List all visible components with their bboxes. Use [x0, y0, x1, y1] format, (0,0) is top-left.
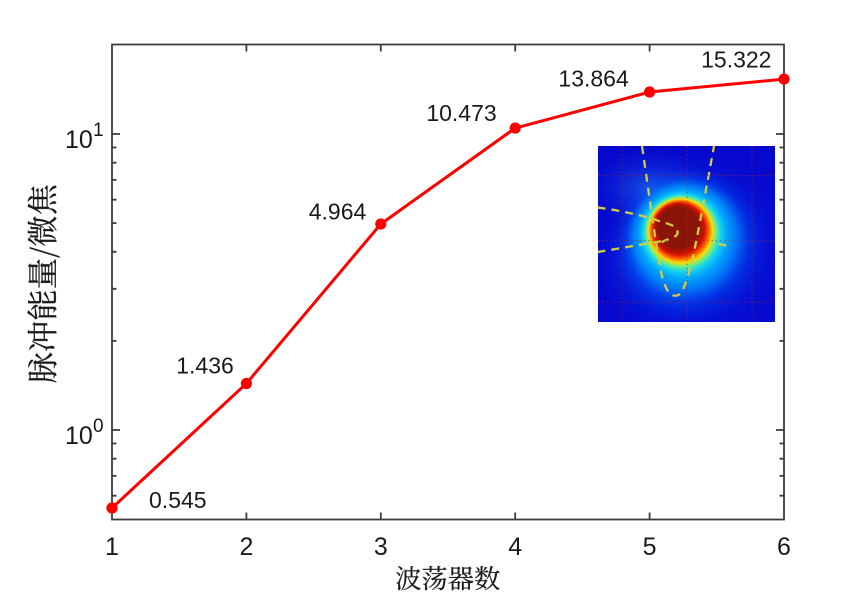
svg-text:10.473: 10.473	[426, 100, 496, 126]
svg-text:15.322: 15.322	[701, 47, 771, 73]
svg-text:1: 1	[93, 120, 104, 141]
svg-text:10: 10	[65, 126, 93, 154]
svg-text:3: 3	[374, 533, 388, 561]
svg-text:0.545: 0.545	[149, 487, 207, 513]
svg-text:2: 2	[239, 533, 253, 561]
svg-text:4.964: 4.964	[309, 198, 367, 224]
svg-text:13.864: 13.864	[558, 66, 629, 92]
svg-text:0: 0	[93, 416, 104, 437]
svg-text:5: 5	[643, 533, 657, 561]
svg-text:1: 1	[105, 533, 119, 561]
svg-text:10: 10	[65, 422, 93, 450]
svg-text:4: 4	[508, 533, 522, 561]
svg-text:6: 6	[777, 533, 791, 561]
svg-text:1.436: 1.436	[176, 353, 234, 379]
